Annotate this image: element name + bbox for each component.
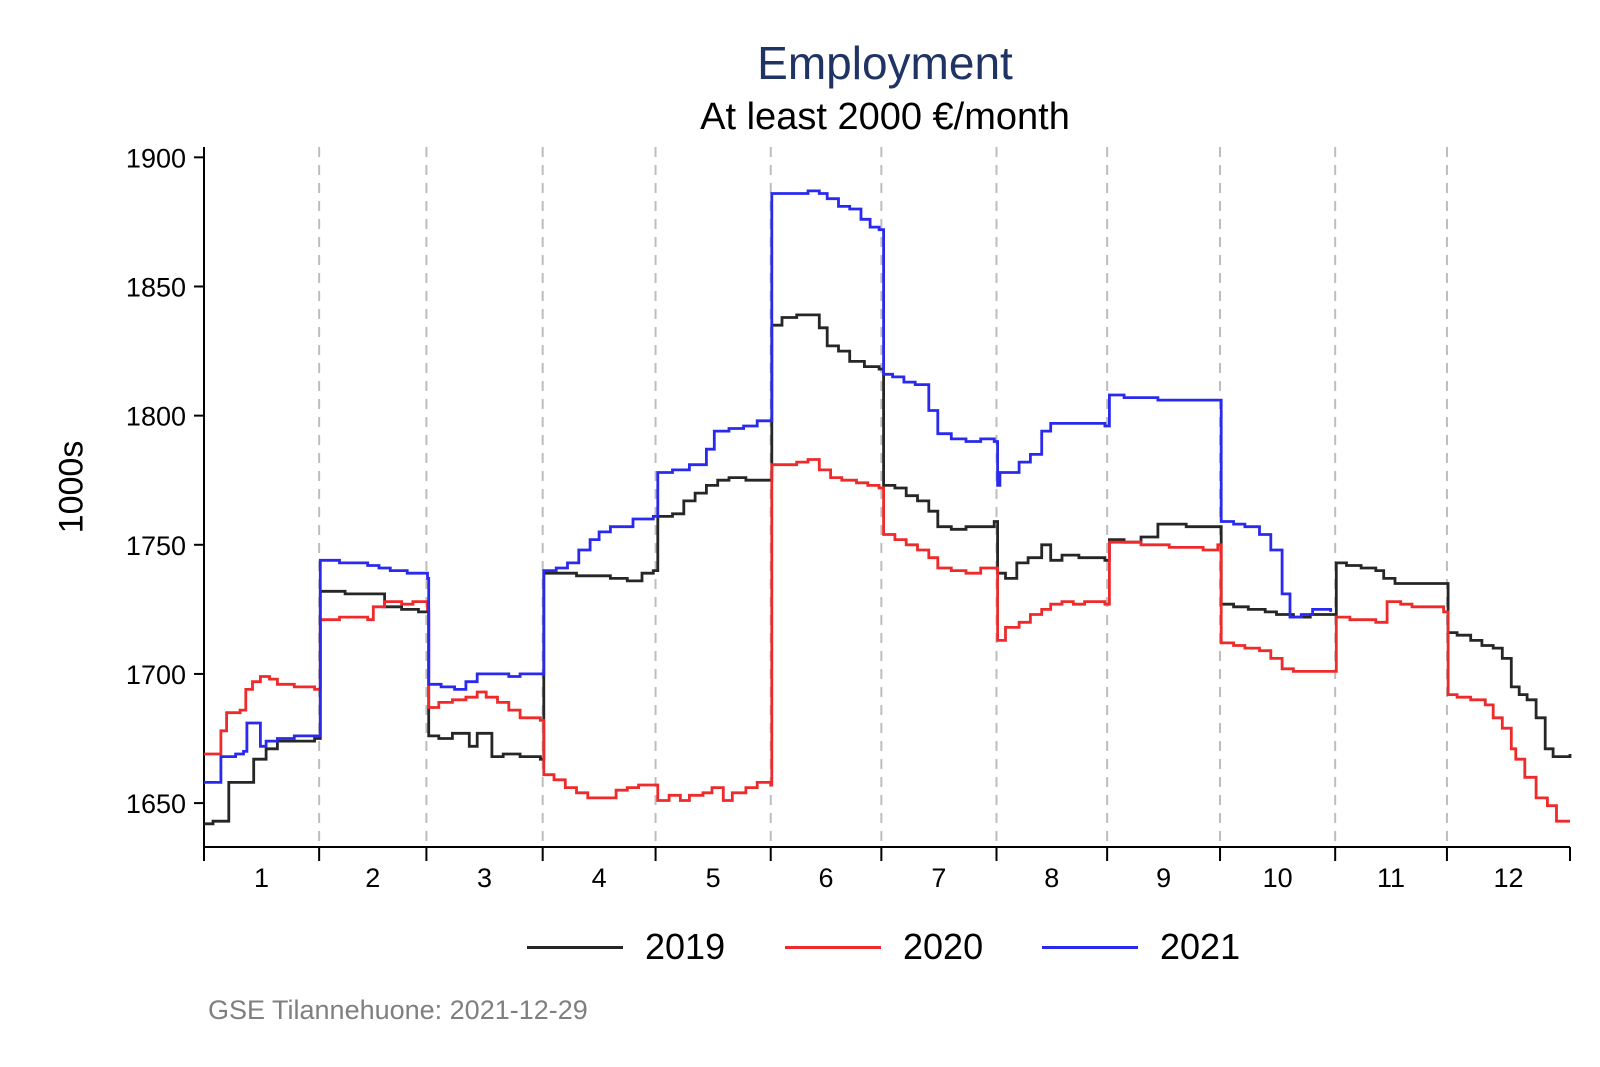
legend-label-2019: 2019 xyxy=(645,926,726,967)
series-line-2021 xyxy=(204,189,1333,784)
legend-swatch-2019 xyxy=(527,945,623,949)
x-tick-label-11: 11 xyxy=(1377,863,1405,893)
source-note: GSE Tilannehuone: 2021-12-29 xyxy=(208,995,588,1025)
y-tick-label-1900: 1900 xyxy=(126,143,186,173)
chart-title: Employment xyxy=(757,37,1013,89)
legend: 2019 2020 2021 xyxy=(0,922,1600,982)
x-tick-label-5: 5 xyxy=(706,863,721,893)
x-tick-label-12: 12 xyxy=(1493,863,1523,893)
x-tick-label-6: 6 xyxy=(819,863,834,893)
series-line-2020 xyxy=(204,458,1570,823)
y-tick-label-1750: 1750 xyxy=(126,531,186,561)
y-tick-label-1650: 1650 xyxy=(126,789,186,819)
legend-label-2021: 2021 xyxy=(1160,926,1241,967)
x-tick-label-1: 1 xyxy=(254,863,269,893)
x-tick-label-9: 9 xyxy=(1156,863,1171,893)
x-tick-label-10: 10 xyxy=(1263,863,1293,893)
y-tick-label-1800: 1800 xyxy=(126,402,186,432)
legend-swatch-2021 xyxy=(1042,945,1138,949)
legend-swatch-2020 xyxy=(785,945,881,949)
legend-item-2021: 2021 xyxy=(1042,922,1240,972)
chart-subtitle: At least 2000 €/month xyxy=(700,96,1070,138)
x-tick-label-3: 3 xyxy=(477,863,492,893)
x-tick-label-8: 8 xyxy=(1044,863,1059,893)
legend-label-2020: 2020 xyxy=(903,926,984,967)
y-tick-label-1700: 1700 xyxy=(126,660,186,690)
y-tick-label-1850: 1850 xyxy=(126,272,186,302)
legend-item-2019: 2019 xyxy=(527,922,725,972)
series-line-2019 xyxy=(204,313,1572,826)
x-tick-label-4: 4 xyxy=(592,863,607,893)
x-tick-label-2: 2 xyxy=(365,863,380,893)
legend-item-2020: 2020 xyxy=(785,922,983,972)
x-tick-label-7: 7 xyxy=(931,863,946,893)
